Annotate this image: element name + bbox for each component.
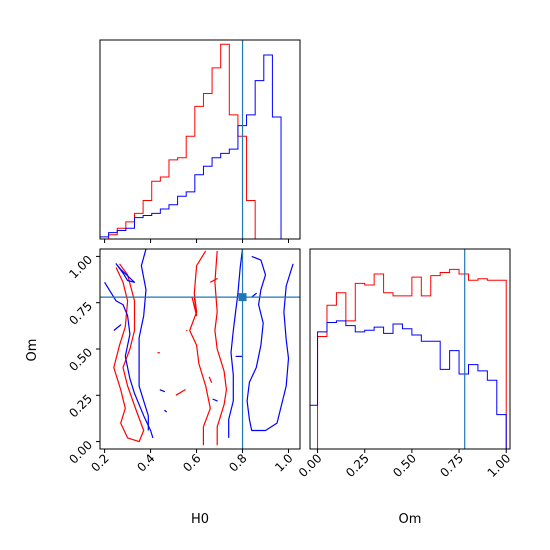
om-hist-x-tick-label: 0.25	[343, 451, 372, 480]
h0-hist-red-series	[100, 43, 290, 240]
om-hist-x-tick-label: 0.75	[437, 451, 466, 480]
contour-blue-line	[159, 389, 165, 393]
contour-red-line	[214, 250, 227, 446]
contour-blue-line	[212, 398, 218, 402]
h0-hist-frame	[99, 39, 301, 240]
y-axis-label-om: Om	[25, 339, 40, 362]
om-hist-red-series	[310, 268, 507, 450]
contour-blue-line	[115, 263, 136, 283]
contour-blue-line	[113, 324, 122, 331]
om-hist-x-tick-label: 0.00	[296, 451, 325, 480]
contour-y-tick-label: 0.50	[66, 345, 95, 374]
om-hist-x-tick-label: 1.00	[485, 451, 514, 480]
x-axis-label-om: Om	[399, 512, 422, 527]
om-hist-x-tick-label: 0.50	[390, 451, 419, 480]
contour-blue-line	[228, 249, 244, 438]
contour-red-line	[210, 278, 218, 283]
h0-om-contour-panel: 0.2 0.4 0.6 0.8 1.00.000.250.500.751.00	[66, 248, 301, 475]
x-axis-label-h0: H0	[191, 512, 209, 527]
contour-blue-line	[104, 281, 154, 439]
contour-x-tick-label: 0.8	[226, 451, 249, 474]
contour-red-line	[113, 263, 145, 443]
contour-red-line	[175, 389, 186, 396]
contour-x-tick-label: 0.2	[88, 451, 111, 474]
h0-histogram-panel	[99, 39, 301, 243]
contour-red-line	[191, 296, 198, 317]
contour-y-tick-label: 0.25	[66, 392, 95, 421]
truth-marker	[238, 293, 247, 302]
contour-y-tick-label: 0.75	[66, 299, 95, 328]
h0-hist-blue-series	[99, 54, 290, 240]
contour-blue-line	[164, 409, 168, 413]
contour-x-tick-label: 0.4	[134, 451, 157, 474]
contour-blue-line	[138, 249, 149, 431]
om-hist-blue-series	[310, 320, 507, 449]
contour-x-tick-label: 0.6	[180, 451, 203, 474]
om-hist-frame	[309, 248, 511, 450]
contour-red-line	[189, 250, 211, 446]
contour-blue-line	[251, 292, 257, 298]
contour-x-tick-label: 1.0	[272, 451, 295, 474]
om-histogram-panel: 0.00 0.25 0.50 0.75 1.00	[296, 248, 514, 480]
contour-y-tick-label: 1.00	[66, 253, 95, 282]
contour-red-line	[208, 376, 213, 383]
contour-blue-line	[246, 255, 294, 432]
